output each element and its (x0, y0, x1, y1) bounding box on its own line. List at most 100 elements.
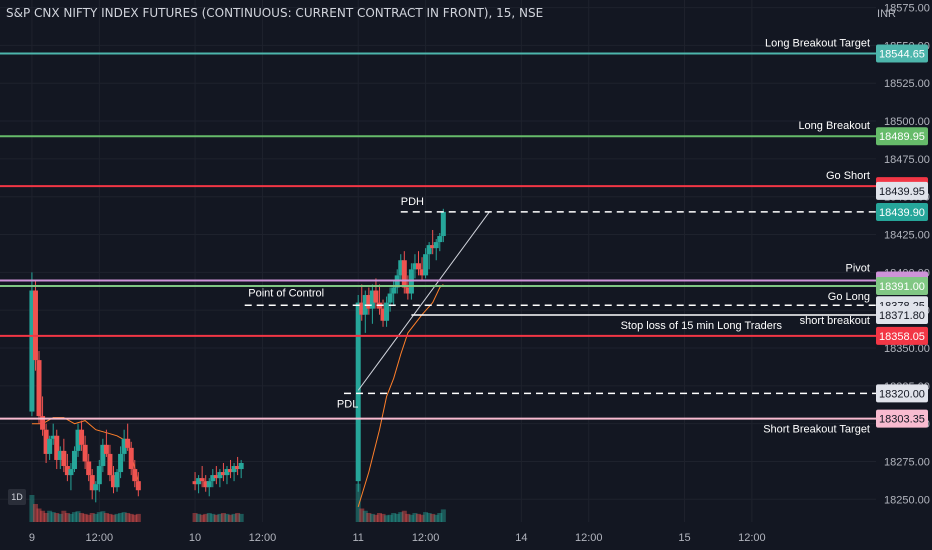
stop-loss-tag (876, 306, 928, 325)
long-breakout-tag-text: 18489.95 (879, 131, 925, 143)
volume-bar (54, 513, 60, 522)
candle-body (68, 469, 74, 476)
candle-body (100, 444, 106, 467)
candle-body (114, 472, 120, 488)
price-tick: 18350.00 (884, 343, 930, 355)
candle-body (387, 293, 393, 303)
pdh-label: PDH (401, 196, 424, 208)
long-breakout-tag (876, 127, 928, 146)
volume-bar (71, 512, 77, 522)
volume-bar (32, 504, 38, 522)
candle-body (47, 438, 53, 454)
price-tick: 18525.00 (884, 78, 930, 90)
volume-bar (61, 510, 67, 522)
volume-bar (103, 513, 109, 522)
candle-body (135, 481, 141, 491)
candle-body (384, 302, 390, 321)
candle-body (210, 475, 216, 482)
candle-body (238, 462, 244, 470)
candle-body (121, 438, 127, 454)
price-tick: 18250.00 (884, 494, 930, 506)
candle-body (54, 435, 60, 460)
time-tick: 14 (515, 532, 527, 544)
volume-bar (43, 513, 49, 522)
volume-bar (29, 495, 35, 522)
candle-body (359, 302, 365, 315)
symbol-title: S&P CNX NIFTY INDEX FUTURES (CONTINUOUS:… (6, 6, 544, 20)
candle-body (40, 416, 46, 430)
volume-bar (220, 513, 226, 522)
volume-bar (210, 513, 216, 522)
volume-bar (135, 513, 141, 522)
volume-bar (362, 510, 368, 522)
candle-body (440, 211, 446, 237)
price-tick: 18425.00 (884, 230, 930, 242)
candle-body (373, 290, 379, 303)
candle-body (199, 478, 205, 482)
candle-body (203, 481, 209, 488)
volume-bar (121, 512, 127, 522)
candle-body (57, 450, 63, 460)
price-tick: 18575.00 (884, 3, 930, 15)
candle-body (405, 287, 411, 294)
volume-bar (440, 509, 446, 522)
short-breakout-target-tag (876, 409, 928, 428)
currency-label: INR (877, 8, 896, 20)
volume-bar (40, 510, 46, 522)
volume-bar (398, 512, 404, 522)
volume-bar (100, 511, 106, 522)
volume-bar (369, 513, 375, 522)
volume-bar (107, 513, 113, 522)
volume-bar (433, 514, 439, 522)
time-tick: 11 (352, 532, 363, 544)
long-breakout-target-label: Long Breakout Target (765, 37, 870, 49)
candle-body (423, 254, 429, 276)
candle-body (398, 260, 404, 276)
pdl-tag-text: 18320.00 (879, 388, 925, 400)
volume-bar (391, 513, 397, 522)
last-price-tag (876, 202, 928, 221)
volume-bar (47, 510, 53, 522)
volume-bar (89, 513, 95, 522)
candle-body (96, 466, 102, 485)
volume-bar (415, 513, 421, 522)
volume-bar (110, 514, 116, 522)
candle-body (415, 263, 421, 270)
volume-bar (50, 512, 56, 522)
candle-body (366, 295, 372, 309)
candle-body (231, 466, 237, 473)
volume-bar (423, 512, 429, 522)
volume-bar (132, 514, 138, 522)
candle-body (50, 435, 56, 439)
candle-body (419, 269, 425, 276)
pdh-tag (876, 181, 928, 200)
candle-body (228, 469, 234, 473)
go-long-label: Go Long (828, 291, 870, 303)
candle-body (192, 481, 198, 485)
volume-bar (376, 513, 382, 522)
candle-body (79, 429, 85, 445)
candle-body (355, 302, 361, 482)
volume-bar (412, 513, 418, 522)
volume-bar (401, 510, 407, 522)
interval-badge[interactable]: 1D (8, 489, 26, 505)
volume-bar (228, 514, 234, 522)
volume-bar (437, 513, 443, 522)
candle-body (235, 466, 241, 470)
candle-body (32, 290, 38, 361)
volume-bar (114, 513, 120, 522)
volume-bar (213, 514, 219, 522)
time-tick: 12:00 (575, 532, 603, 544)
volume-bar (128, 513, 134, 522)
volume-bar (203, 513, 209, 522)
go-long-tag-text: 18391.00 (879, 281, 925, 293)
candle-body (412, 263, 418, 270)
candle-body (220, 472, 226, 476)
volume-bar (231, 513, 237, 522)
candle-body (217, 472, 223, 479)
candle-body (125, 438, 131, 448)
short-breakout-tag-text: 18358.05 (879, 331, 925, 343)
go-long-tag (876, 276, 928, 295)
